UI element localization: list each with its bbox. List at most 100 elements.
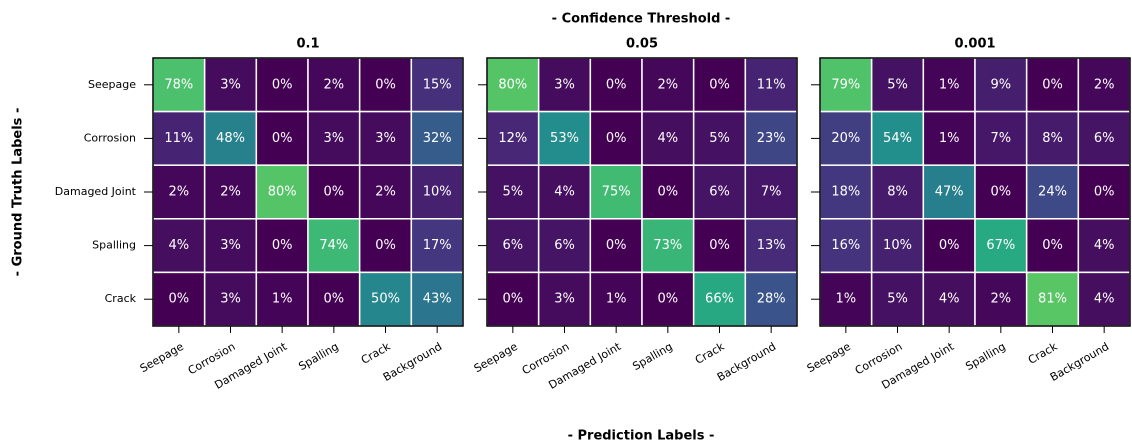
cell-label: 20% <box>831 131 860 146</box>
cell-label: 8% <box>1042 131 1063 146</box>
cell-label: 2% <box>324 77 345 92</box>
heatmap-cell <box>1077 110 1131 166</box>
cell-label: 0% <box>606 77 627 92</box>
heatmap-cell <box>870 218 925 274</box>
y-axis-label: - Ground Truth Labels - <box>11 108 26 277</box>
y-tick-label: Spalling <box>92 239 136 252</box>
heatmap-cell <box>255 271 309 327</box>
heatmap-cell <box>692 164 747 220</box>
cell-label: 16% <box>831 238 860 253</box>
x-axis-label: - Prediction Labels - <box>568 429 715 444</box>
cell-label: 11% <box>757 77 786 92</box>
cell-label: 1% <box>939 77 960 92</box>
cell-label: 73% <box>653 238 682 253</box>
cell-label: 1% <box>939 131 960 146</box>
x-tick-label: Seepage <box>138 340 186 375</box>
cell-label: 11% <box>164 131 193 146</box>
cell-label: 2% <box>991 292 1012 307</box>
cell-label: 0% <box>709 238 730 253</box>
cell-label: 0% <box>658 292 679 307</box>
cell-label: 0% <box>606 238 627 253</box>
cell-label: 3% <box>554 77 575 92</box>
cell-label: 3% <box>220 238 241 253</box>
cell-label: 0% <box>991 185 1012 200</box>
cell-label: 0% <box>272 238 293 253</box>
cell-label: 24% <box>1038 185 1067 200</box>
cell-label: 4% <box>939 292 960 307</box>
cell-label: 53% <box>550 131 579 146</box>
cell-label: 6% <box>709 185 730 200</box>
heatmap-cell <box>358 271 413 327</box>
cell-label: 43% <box>423 292 452 307</box>
cell-label: 15% <box>423 77 452 92</box>
cell-label: 78% <box>164 77 193 92</box>
heatmap-cell <box>974 271 1028 327</box>
cell-label: 0% <box>1042 77 1063 92</box>
y-tick-label: Corrosion <box>84 131 136 144</box>
cell-label: 75% <box>602 185 631 200</box>
heatmap-cell <box>819 57 873 113</box>
cell-label: 4% <box>1094 292 1115 307</box>
cell-label: 10% <box>423 185 452 200</box>
x-tick-label: Crack <box>1026 340 1060 367</box>
heatmap-cell <box>410 110 464 166</box>
heatmap-cell <box>307 271 361 327</box>
heatmap-cell <box>410 164 464 220</box>
cell-label: 0% <box>324 185 345 200</box>
cell-label: 5% <box>887 292 908 307</box>
heatmap-cell <box>307 110 361 166</box>
y-tick-label: Crack <box>105 292 137 305</box>
panel-title: 0.05 <box>626 37 658 52</box>
y-tick-label: Damaged Joint <box>55 185 137 198</box>
heatmap-cell <box>152 218 206 274</box>
x-tick-label: Background <box>1048 340 1111 384</box>
cell-label: 0% <box>272 131 293 146</box>
y-tick-label: Seepage <box>88 78 136 91</box>
cell-label: 3% <box>324 131 345 146</box>
heatmap-cell <box>1025 271 1080 327</box>
cell-label: 3% <box>554 292 575 307</box>
cell-label: 0% <box>503 292 524 307</box>
cell-label: 4% <box>1094 238 1115 253</box>
panel-title: 0.001 <box>954 37 995 52</box>
heatmap-cell <box>1025 218 1080 274</box>
cell-label: 67% <box>986 238 1015 253</box>
cell-label: 7% <box>761 185 782 200</box>
cell-label: 4% <box>658 131 679 146</box>
cell-label: 80% <box>498 77 527 92</box>
cell-label: 6% <box>503 238 524 253</box>
cell-label: 28% <box>757 292 786 307</box>
cell-label: 12% <box>498 131 527 146</box>
x-tick-label: Crack <box>359 340 393 367</box>
x-tick-label: Background <box>715 340 778 384</box>
cell-label: 2% <box>658 77 679 92</box>
cell-label: 81% <box>1038 292 1067 307</box>
heatmap-cell <box>307 218 361 274</box>
heatmap-cell <box>410 57 464 113</box>
cell-label: 48% <box>216 131 245 146</box>
cell-label: 13% <box>757 238 786 253</box>
cell-label: 74% <box>319 238 348 253</box>
cell-label: 0% <box>606 131 627 146</box>
cell-label: 4% <box>554 185 575 200</box>
cell-label: 32% <box>423 131 452 146</box>
cell-label: 0% <box>375 238 396 253</box>
cell-label: 0% <box>272 77 293 92</box>
cell-label: 1% <box>272 292 293 307</box>
cell-label: 17% <box>423 238 452 253</box>
cell-label: 4% <box>169 238 190 253</box>
heatmap-cell <box>537 164 592 220</box>
cell-label: 8% <box>887 185 908 200</box>
cell-label: 80% <box>268 185 297 200</box>
heatmap-cell <box>641 218 695 274</box>
cell-label: 50% <box>371 292 400 307</box>
cell-label: 0% <box>375 77 396 92</box>
cell-label: 66% <box>705 292 734 307</box>
cell-label: 5% <box>887 77 908 92</box>
cell-label: 0% <box>169 292 190 307</box>
cell-label: 0% <box>1042 238 1063 253</box>
cell-label: 0% <box>658 185 679 200</box>
heatmap-cell <box>922 271 976 327</box>
heatmap-cell <box>974 110 1028 166</box>
cell-label: 9% <box>991 77 1012 92</box>
